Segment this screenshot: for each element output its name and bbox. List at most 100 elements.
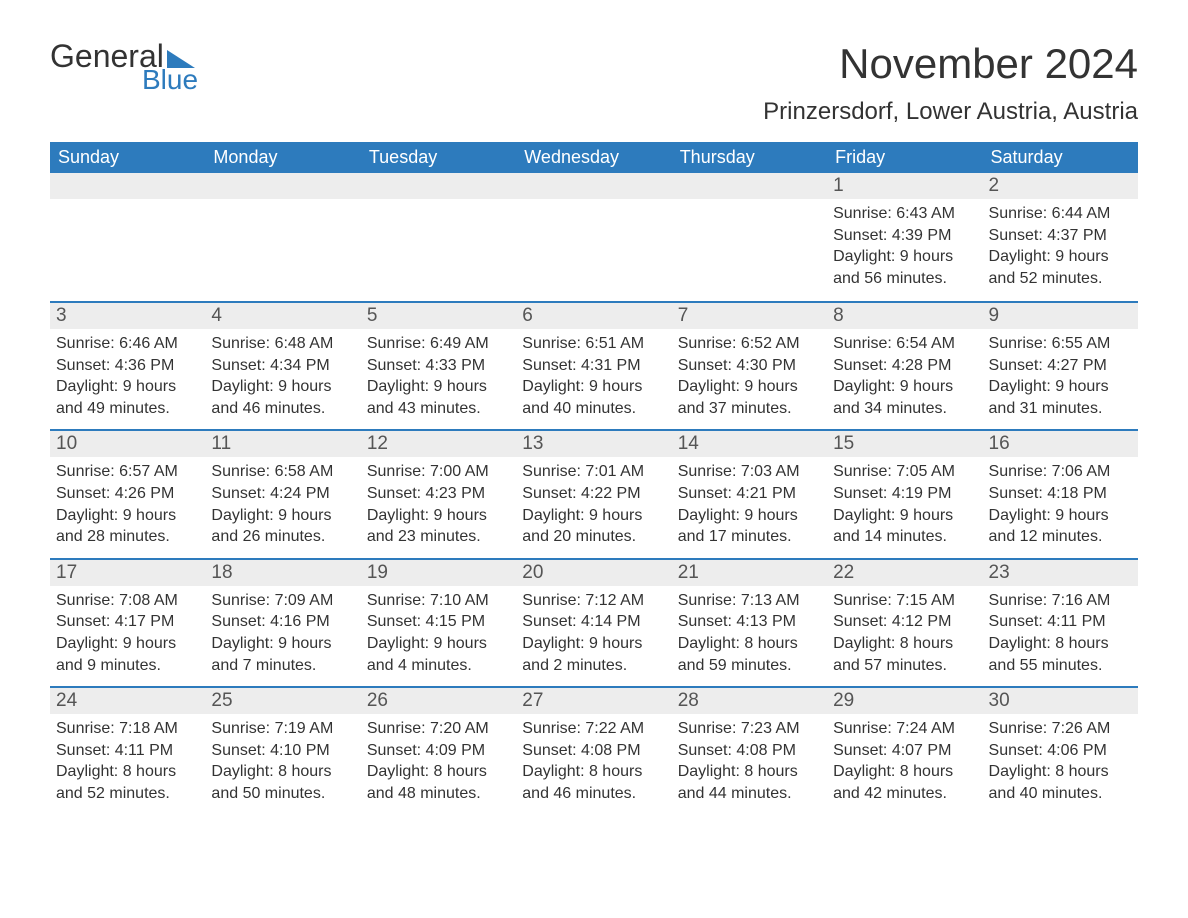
- day-number: [516, 173, 671, 199]
- day-body: Sunrise: 6:58 AMSunset: 4:24 PMDaylight:…: [205, 457, 360, 557]
- week-row: 24Sunrise: 7:18 AMSunset: 4:11 PMDayligh…: [50, 686, 1138, 814]
- day-body: Sunrise: 6:49 AMSunset: 4:33 PMDaylight:…: [361, 329, 516, 429]
- daylight-line1: Daylight: 9 hours: [367, 505, 510, 527]
- sunrise-text: Sunrise: 7:00 AM: [367, 461, 510, 483]
- daylight-line2: and 40 minutes.: [522, 398, 665, 420]
- day-number: 20: [516, 560, 671, 586]
- day-body: Sunrise: 6:51 AMSunset: 4:31 PMDaylight:…: [516, 329, 671, 429]
- day-cell: 12Sunrise: 7:00 AMSunset: 4:23 PMDayligh…: [361, 431, 516, 557]
- sunrise-text: Sunrise: 7:10 AM: [367, 590, 510, 612]
- sunset-text: Sunset: 4:23 PM: [367, 483, 510, 505]
- sunrise-text: Sunrise: 6:58 AM: [211, 461, 354, 483]
- daylight-line2: and 55 minutes.: [989, 655, 1132, 677]
- day-number: 9: [983, 303, 1138, 329]
- daylight-line2: and 52 minutes.: [56, 783, 199, 805]
- week-row: 10Sunrise: 6:57 AMSunset: 4:26 PMDayligh…: [50, 429, 1138, 557]
- daylight-line2: and 37 minutes.: [678, 398, 821, 420]
- daylight-line1: Daylight: 8 hours: [833, 633, 976, 655]
- day-number: 10: [50, 431, 205, 457]
- sunrise-text: Sunrise: 7:18 AM: [56, 718, 199, 740]
- day-number: 30: [983, 688, 1138, 714]
- sunset-text: Sunset: 4:18 PM: [989, 483, 1132, 505]
- day-number: 28: [672, 688, 827, 714]
- day-cell: 29Sunrise: 7:24 AMSunset: 4:07 PMDayligh…: [827, 688, 982, 814]
- day-cell: 17Sunrise: 7:08 AMSunset: 4:17 PMDayligh…: [50, 560, 205, 686]
- sunset-text: Sunset: 4:21 PM: [678, 483, 821, 505]
- day-body: Sunrise: 7:15 AMSunset: 4:12 PMDaylight:…: [827, 586, 982, 686]
- day-number: 8: [827, 303, 982, 329]
- day-cell: 5Sunrise: 6:49 AMSunset: 4:33 PMDaylight…: [361, 303, 516, 429]
- weeks-container: 1Sunrise: 6:43 AMSunset: 4:39 PMDaylight…: [50, 173, 1138, 815]
- daylight-line1: Daylight: 9 hours: [678, 505, 821, 527]
- sunset-text: Sunset: 4:37 PM: [989, 225, 1132, 247]
- daylight-line1: Daylight: 9 hours: [56, 505, 199, 527]
- sunrise-text: Sunrise: 6:52 AM: [678, 333, 821, 355]
- daylight-line1: Daylight: 8 hours: [989, 761, 1132, 783]
- sunrise-text: Sunrise: 7:08 AM: [56, 590, 199, 612]
- day-number: 12: [361, 431, 516, 457]
- day-cell: 13Sunrise: 7:01 AMSunset: 4:22 PMDayligh…: [516, 431, 671, 557]
- sunrise-text: Sunrise: 6:49 AM: [367, 333, 510, 355]
- day-cell: [50, 173, 205, 301]
- sunrise-text: Sunrise: 7:24 AM: [833, 718, 976, 740]
- day-cell: 30Sunrise: 7:26 AMSunset: 4:06 PMDayligh…: [983, 688, 1138, 814]
- day-body: Sunrise: 7:05 AMSunset: 4:19 PMDaylight:…: [827, 457, 982, 557]
- day-number: [50, 173, 205, 199]
- sunset-text: Sunset: 4:24 PM: [211, 483, 354, 505]
- brand-logo: General Blue: [50, 40, 198, 94]
- daylight-line2: and 49 minutes.: [56, 398, 199, 420]
- page-title: November 2024: [763, 40, 1138, 88]
- day-body: Sunrise: 6:57 AMSunset: 4:26 PMDaylight:…: [50, 457, 205, 557]
- day-number: [205, 173, 360, 199]
- day-body: Sunrise: 7:00 AMSunset: 4:23 PMDaylight:…: [361, 457, 516, 557]
- daylight-line1: Daylight: 9 hours: [211, 376, 354, 398]
- sunset-text: Sunset: 4:39 PM: [833, 225, 976, 247]
- daylight-line2: and 46 minutes.: [522, 783, 665, 805]
- day-body: Sunrise: 6:46 AMSunset: 4:36 PMDaylight:…: [50, 329, 205, 429]
- sunrise-text: Sunrise: 7:05 AM: [833, 461, 976, 483]
- daylight-line1: Daylight: 9 hours: [989, 376, 1132, 398]
- daylight-line2: and 26 minutes.: [211, 526, 354, 548]
- day-cell: 18Sunrise: 7:09 AMSunset: 4:16 PMDayligh…: [205, 560, 360, 686]
- day-number: 2: [983, 173, 1138, 199]
- brand-word2: Blue: [142, 66, 198, 94]
- day-number: [361, 173, 516, 199]
- day-number: 6: [516, 303, 671, 329]
- day-cell: 23Sunrise: 7:16 AMSunset: 4:11 PMDayligh…: [983, 560, 1138, 686]
- daylight-line2: and 43 minutes.: [367, 398, 510, 420]
- day-number: 15: [827, 431, 982, 457]
- daylight-line1: Daylight: 9 hours: [367, 376, 510, 398]
- day-cell: 4Sunrise: 6:48 AMSunset: 4:34 PMDaylight…: [205, 303, 360, 429]
- daylight-line1: Daylight: 8 hours: [56, 761, 199, 783]
- dow-friday: Friday: [827, 142, 982, 173]
- sunrise-text: Sunrise: 7:16 AM: [989, 590, 1132, 612]
- day-body: Sunrise: 7:24 AMSunset: 4:07 PMDaylight:…: [827, 714, 982, 814]
- daylight-line2: and 28 minutes.: [56, 526, 199, 548]
- day-number: 16: [983, 431, 1138, 457]
- sunset-text: Sunset: 4:22 PM: [522, 483, 665, 505]
- daylight-line1: Daylight: 9 hours: [833, 246, 976, 268]
- week-row: 17Sunrise: 7:08 AMSunset: 4:17 PMDayligh…: [50, 558, 1138, 686]
- day-cell: 2Sunrise: 6:44 AMSunset: 4:37 PMDaylight…: [983, 173, 1138, 301]
- daylight-line1: Daylight: 9 hours: [989, 505, 1132, 527]
- day-cell: 7Sunrise: 6:52 AMSunset: 4:30 PMDaylight…: [672, 303, 827, 429]
- day-body: Sunrise: 6:52 AMSunset: 4:30 PMDaylight:…: [672, 329, 827, 429]
- sunset-text: Sunset: 4:10 PM: [211, 740, 354, 762]
- day-number: 24: [50, 688, 205, 714]
- daylight-line2: and 50 minutes.: [211, 783, 354, 805]
- dow-wednesday: Wednesday: [516, 142, 671, 173]
- day-body: Sunrise: 6:54 AMSunset: 4:28 PMDaylight:…: [827, 329, 982, 429]
- day-number: 11: [205, 431, 360, 457]
- day-body: Sunrise: 7:06 AMSunset: 4:18 PMDaylight:…: [983, 457, 1138, 557]
- day-body: Sunrise: 7:01 AMSunset: 4:22 PMDaylight:…: [516, 457, 671, 557]
- daylight-line2: and 14 minutes.: [833, 526, 976, 548]
- day-number: 22: [827, 560, 982, 586]
- daylight-line2: and 34 minutes.: [833, 398, 976, 420]
- sunrise-text: Sunrise: 7:09 AM: [211, 590, 354, 612]
- sunset-text: Sunset: 4:17 PM: [56, 611, 199, 633]
- daylight-line1: Daylight: 8 hours: [989, 633, 1132, 655]
- daylight-line1: Daylight: 9 hours: [522, 376, 665, 398]
- dow-thursday: Thursday: [672, 142, 827, 173]
- sunset-text: Sunset: 4:09 PM: [367, 740, 510, 762]
- day-cell: 22Sunrise: 7:15 AMSunset: 4:12 PMDayligh…: [827, 560, 982, 686]
